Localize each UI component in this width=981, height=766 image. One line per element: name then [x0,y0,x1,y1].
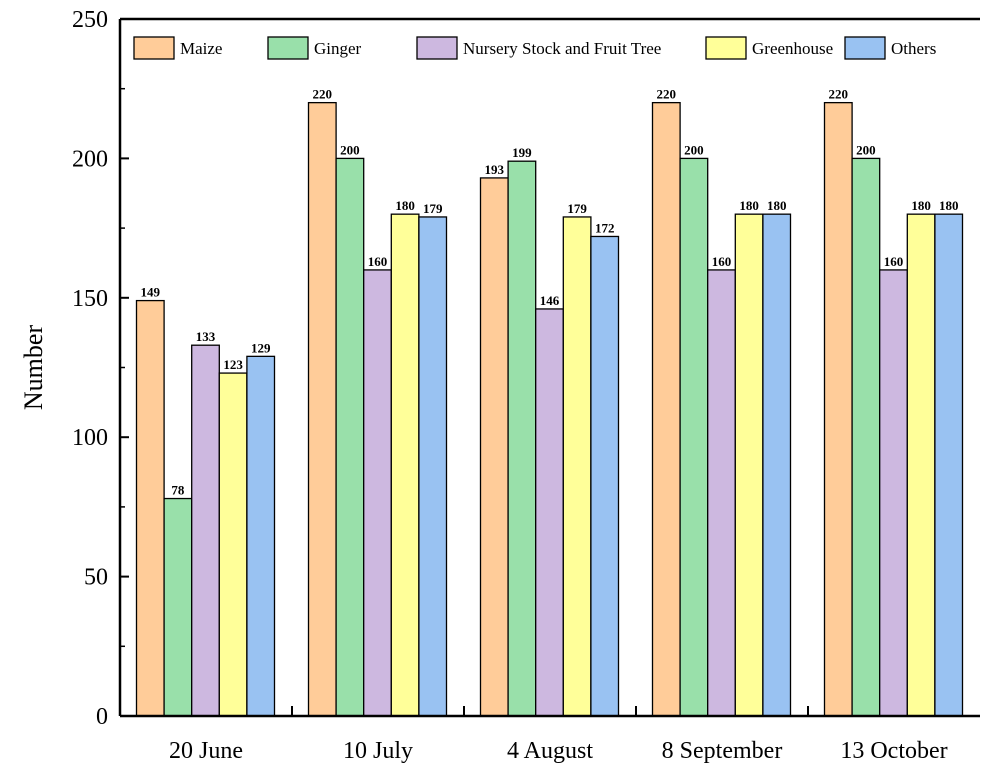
data-label: 200 [684,142,704,157]
bar-greenhouse-2 [562,216,592,717]
data-label: 220 [657,87,677,102]
y-tick-label: 50 [84,565,108,591]
bar-maize-0 [135,299,165,717]
bar-others-1 [418,216,448,717]
bar-ginger-1 [335,157,365,717]
data-label: 199 [512,145,532,160]
bar-others-0 [246,355,276,717]
data-label: 180 [395,198,415,213]
bar-nursery-stock-and-fruit-tree-3 [707,269,736,717]
data-label: 220 [829,87,849,102]
legend-label: Nursery Stock and Fruit Tree [463,39,661,58]
y-tick-label: 250 [72,7,108,33]
bar-greenhouse-0 [218,372,248,717]
x-tick-label: 4 August [507,738,593,764]
y-tick-label: 150 [72,286,108,312]
legend-swatch [416,36,458,60]
data-label: 160 [712,254,732,269]
data-label: 193 [485,162,505,177]
data-labels-layer: 149 78 133 123 129 220 200 160 180 179 193 199 146 17… [141,87,959,498]
bar-maize-4 [823,101,853,717]
y-axis-title: Number [19,325,48,411]
data-label: 78 [171,483,185,498]
legend-swatch [267,36,309,60]
data-label: 180 [739,198,759,213]
bar-nursery-stock-and-fruit-tree-4 [879,269,908,717]
legend-swatch [844,36,886,60]
legend-swatch [705,36,747,60]
axes-layer: 0 50 100 150 200 250 20 June 10 July 4 August 8 S… [19,7,980,764]
bar-maize-1 [307,101,337,717]
bar-ginger-0 [163,497,193,717]
bar-ginger-2 [507,160,537,717]
bar-others-3 [762,213,792,717]
data-label: 146 [540,293,560,308]
data-label: 133 [196,329,216,344]
legend-label: Others [891,39,936,58]
bar-greenhouse-3 [734,213,764,717]
data-label: 200 [340,142,360,157]
bar-greenhouse-1 [390,213,420,717]
data-label: 160 [368,254,388,269]
bar-ginger-3 [679,157,709,717]
bar-others-2 [590,235,620,717]
data-label: 180 [767,198,787,213]
bar-maize-2 [479,177,509,717]
x-tick-label: 20 June [169,738,243,764]
data-label: 179 [423,201,443,216]
bar-maize-3 [651,101,681,717]
data-label: 179 [567,201,587,216]
legend-swatch [133,36,175,60]
legend: Maize Ginger Nursery Stock and Fruit Tree G… [133,36,936,60]
data-label: 149 [141,285,161,300]
bar-nursery-stock-and-fruit-tree-1 [363,269,392,717]
data-label: 129 [251,340,271,355]
x-tick-label: 8 September [662,738,783,764]
bar-ginger-4 [851,157,881,717]
bar-nursery-stock-and-fruit-tree-0 [191,344,220,717]
data-label: 172 [595,220,615,235]
data-label: 160 [884,254,904,269]
data-label: 123 [223,357,243,372]
bar-greenhouse-4 [906,213,936,717]
legend-label: Maize [180,39,222,58]
y-tick-label: 100 [72,425,108,451]
data-label: 180 [911,198,931,213]
y-tick-label: 200 [72,146,108,172]
legend-label: Ginger [314,39,362,58]
legend-label: Greenhouse [752,39,833,58]
y-tick-label: 0 [96,704,108,730]
data-label: 180 [939,198,959,213]
bar-others-4 [934,213,964,717]
bars-layer [135,101,964,717]
data-label: 220 [313,87,333,102]
bar-nursery-stock-and-fruit-tree-2 [535,308,564,717]
x-tick-label: 10 July [343,738,413,764]
data-label: 200 [856,142,876,157]
x-tick-label: 13 October [840,738,947,764]
